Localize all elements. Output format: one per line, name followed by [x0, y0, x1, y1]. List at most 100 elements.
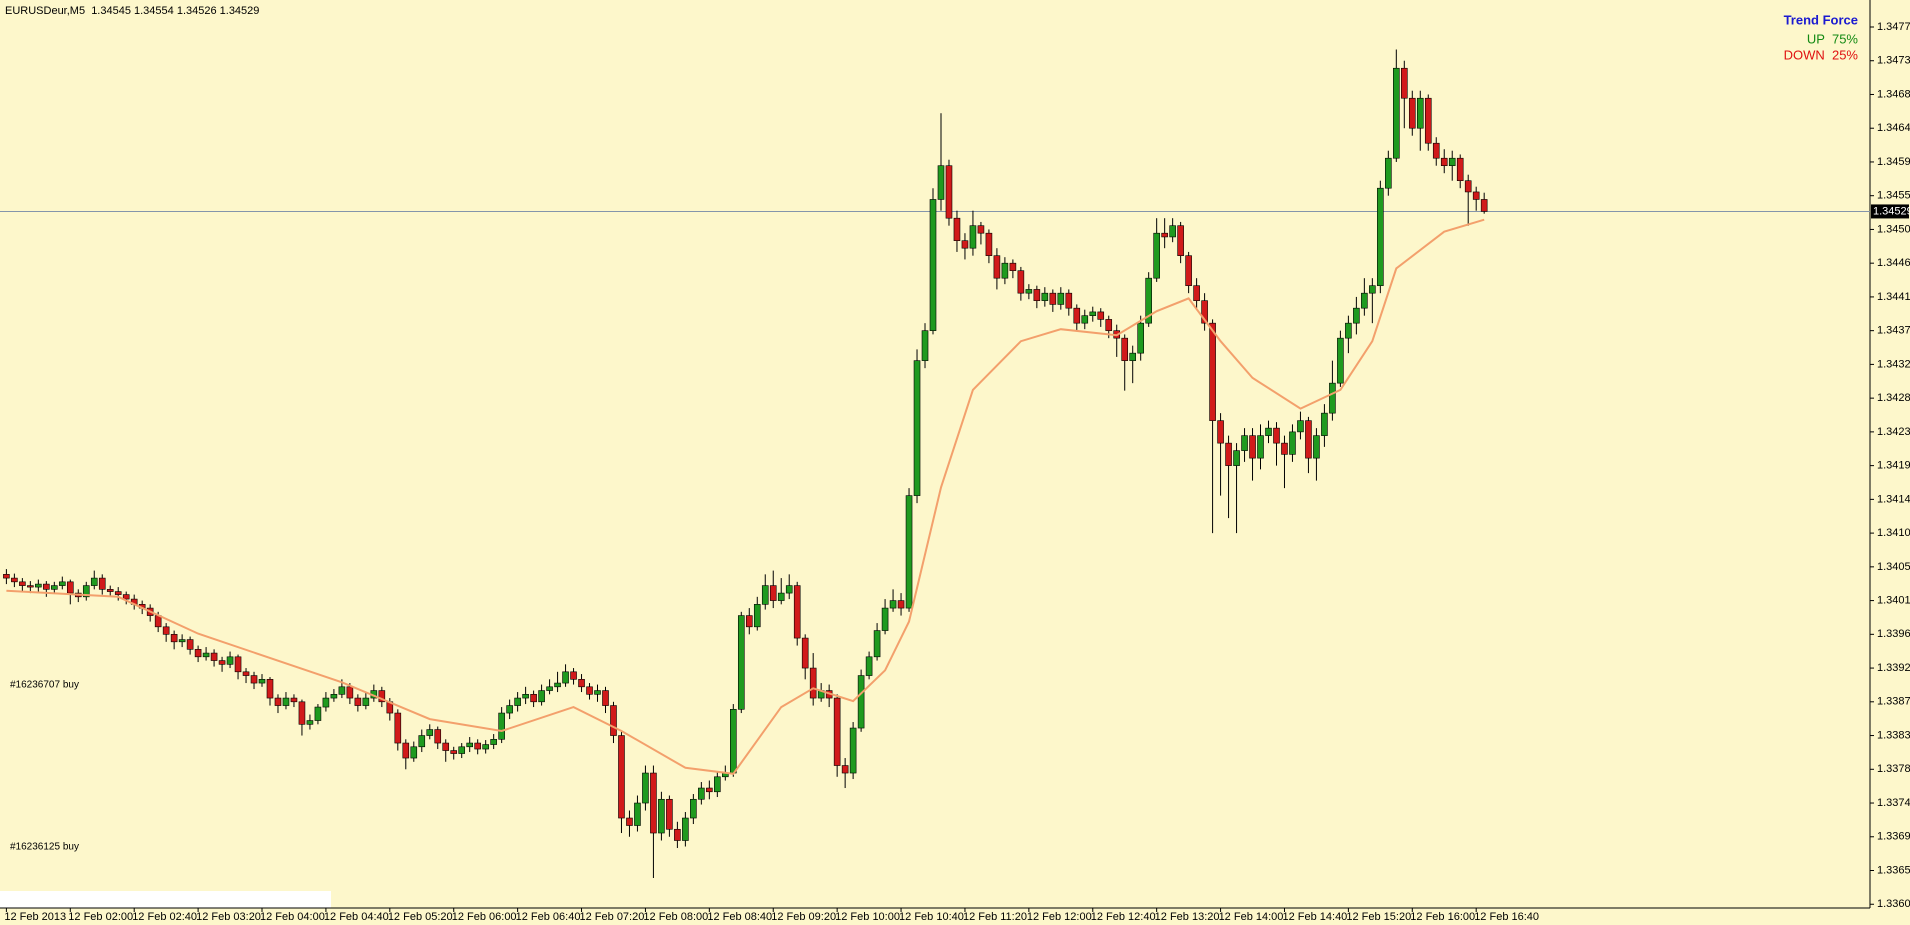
y-tick-label: 1.34595: [1877, 156, 1910, 168]
x-tick-label: 12 Feb 10:40: [899, 911, 964, 923]
y-tick-label: 1.34505: [1877, 223, 1910, 235]
x-tick-label: 12 Feb 12:00: [1027, 911, 1092, 923]
candle-body: [1105, 319, 1113, 331]
candle-body: [482, 744, 489, 750]
candle-body: [1145, 277, 1152, 324]
candle-body: [234, 656, 242, 673]
candle-body: [594, 690, 601, 695]
candle-body: [1129, 352, 1137, 361]
candle-body: [897, 600, 905, 609]
y-tick-label: 1.34190: [1877, 460, 1910, 472]
candle-body: [642, 772, 649, 804]
candle-body: [769, 585, 777, 601]
candle-body: [1081, 315, 1089, 324]
candle-body: [1169, 225, 1176, 238]
candle-body: [1353, 307, 1360, 324]
candle-body: [1416, 97, 1424, 129]
candle-body: [290, 697, 298, 703]
y-tick-label: 1.34640: [1877, 122, 1910, 134]
x-tick-label: 12 Feb 15:20: [1346, 911, 1411, 923]
x-tick-label: 12 Feb 14:40: [1282, 911, 1347, 923]
y-tick-label: 1.34730: [1877, 55, 1910, 67]
candle-body: [274, 697, 282, 706]
candle-body: [1424, 97, 1432, 144]
candle-body: [690, 798, 697, 819]
candle-body: [1408, 97, 1416, 129]
candle-body: [1041, 292, 1049, 301]
y-tick-label: 1.34010: [1877, 594, 1910, 606]
x-tick-label: 12 Feb 02:00: [68, 911, 133, 923]
candle-body: [1073, 307, 1081, 324]
candle-body: [19, 581, 26, 586]
candle-body: [1049, 292, 1057, 305]
y-tick-label: 1.34145: [1877, 493, 1910, 505]
candle-body: [730, 709, 737, 774]
chart-title: EURUSDeur,M5 1.34545 1.34554 1.34526 1.3…: [5, 5, 259, 17]
candle-body: [1153, 232, 1160, 279]
candle-body: [714, 776, 721, 793]
y-tick-label: 1.33830: [1877, 729, 1910, 741]
candle-body: [1281, 442, 1288, 455]
candle-body: [1033, 289, 1041, 301]
candle-body: [402, 742, 410, 759]
candle-body: [1001, 262, 1009, 279]
candle-body: [1385, 157, 1392, 189]
candle-body: [753, 604, 761, 628]
candle-body: [1193, 285, 1200, 301]
candle-body: [418, 735, 426, 748]
candle-body: [1305, 420, 1312, 459]
x-tick-label: 12 Feb 04:00: [260, 911, 325, 923]
candle-body: [961, 240, 969, 249]
candle-body: [306, 720, 314, 725]
candle-body: [522, 694, 529, 699]
candle-body: [426, 729, 434, 736]
candle-body: [554, 682, 561, 688]
x-tick-label: 12 Feb 16:00: [1410, 911, 1475, 923]
candle-body: [1201, 300, 1208, 324]
indicator-down: DOWN 25%: [1784, 47, 1859, 62]
y-tick-label: 1.33740: [1877, 797, 1910, 809]
candle-body: [1393, 67, 1400, 159]
x-tick-label: 12 Feb 11:20: [963, 911, 1027, 923]
candle-body: [610, 705, 617, 736]
candle-body: [282, 697, 290, 706]
y-tick-label: 1.34370: [1877, 325, 1910, 337]
candle-body: [1065, 292, 1073, 309]
candle-body: [1472, 191, 1480, 200]
candle-body: [1297, 420, 1304, 433]
candle-body: [889, 600, 897, 609]
x-tick-label: 12 Feb 03:20: [196, 911, 261, 923]
candle-body: [90, 577, 98, 586]
candle-body: [682, 817, 689, 841]
candle-body: [977, 225, 985, 234]
candle-body: [202, 652, 210, 658]
candle-body: [761, 585, 769, 605]
candle-body: [474, 742, 481, 750]
price-label: 1.34529: [1873, 205, 1910, 217]
x-tick-label: 12 Feb 06:00: [452, 911, 517, 923]
candle-body: [1217, 420, 1224, 444]
candle-body: [777, 592, 785, 601]
candle-body: [745, 615, 753, 628]
x-tick-label: 12 Feb 05:20: [388, 911, 453, 923]
candle-body: [562, 671, 569, 684]
y-tick-label: 1.34235: [1877, 426, 1910, 438]
candle-body: [570, 671, 577, 680]
candle-body: [849, 727, 857, 774]
candle-body: [490, 738, 497, 745]
candle-body: [506, 705, 513, 714]
candle-body: [793, 585, 801, 639]
y-tick-label: 1.34685: [1877, 88, 1910, 100]
x-tick-label: 12 Feb 2013: [4, 911, 66, 923]
candle-body: [1369, 285, 1376, 294]
x-tick-label: 12 Feb 04:40: [324, 911, 389, 923]
candle-body: [226, 656, 234, 665]
y-tick-label: 1.34100: [1877, 527, 1910, 539]
candle-body: [1057, 292, 1065, 305]
candle-body: [82, 585, 90, 598]
candle-body: [785, 585, 793, 594]
candle-body: [1257, 435, 1264, 459]
y-tick-label: 1.34550: [1877, 190, 1910, 202]
